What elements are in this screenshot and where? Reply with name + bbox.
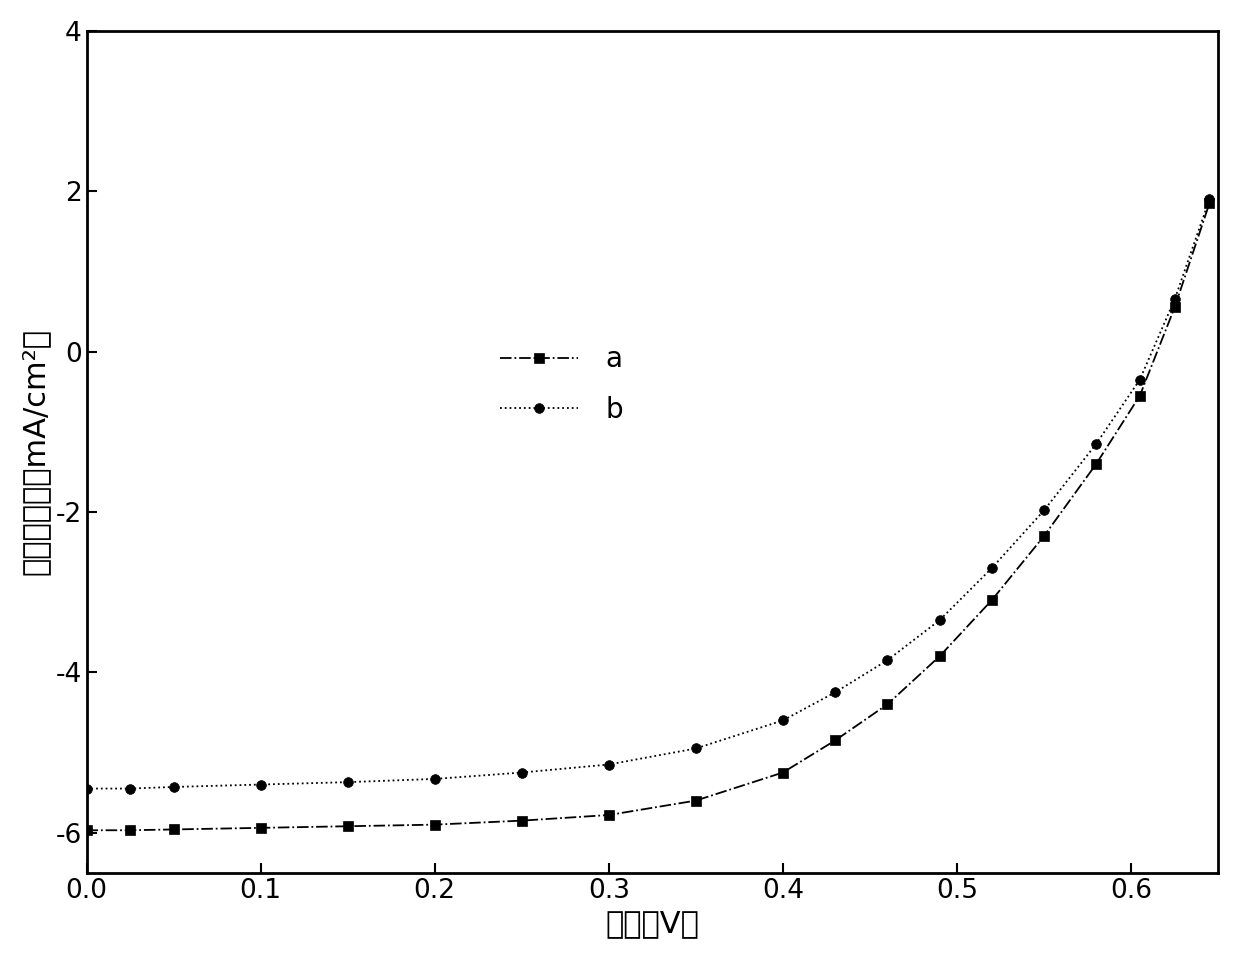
b [1132,374,1147,386]
a [1167,302,1182,314]
b [79,783,94,794]
b [341,777,356,788]
a [880,698,895,710]
a [1132,390,1147,402]
b [1037,504,1052,516]
a [341,821,356,832]
a [427,819,442,830]
a [1202,198,1217,209]
Line: a: a [82,199,1214,835]
b [123,783,138,794]
b [689,742,704,754]
a [601,809,616,821]
a [79,825,94,836]
a [166,824,181,835]
Y-axis label: 光电流密度（mA/cm²）: 光电流密度（mA/cm²） [21,328,50,575]
X-axis label: 电压（V）: 电压（V） [606,909,699,938]
b [166,782,181,793]
a [253,822,268,833]
a [1037,530,1052,542]
Line: b: b [82,195,1214,793]
b [985,562,1000,573]
a [776,767,790,779]
a [123,825,138,836]
b [1202,194,1217,205]
b [880,654,895,666]
b [1089,438,1104,450]
b [932,615,947,626]
b [514,767,529,779]
b [776,714,790,726]
a [985,595,1000,606]
Legend: a, b: a, b [489,335,634,434]
a [828,735,843,746]
b [828,687,843,698]
b [427,773,442,784]
a [514,815,529,827]
b [253,779,268,790]
a [932,650,947,662]
b [1167,293,1182,305]
a [1089,458,1104,470]
b [601,759,616,770]
a [689,795,704,807]
